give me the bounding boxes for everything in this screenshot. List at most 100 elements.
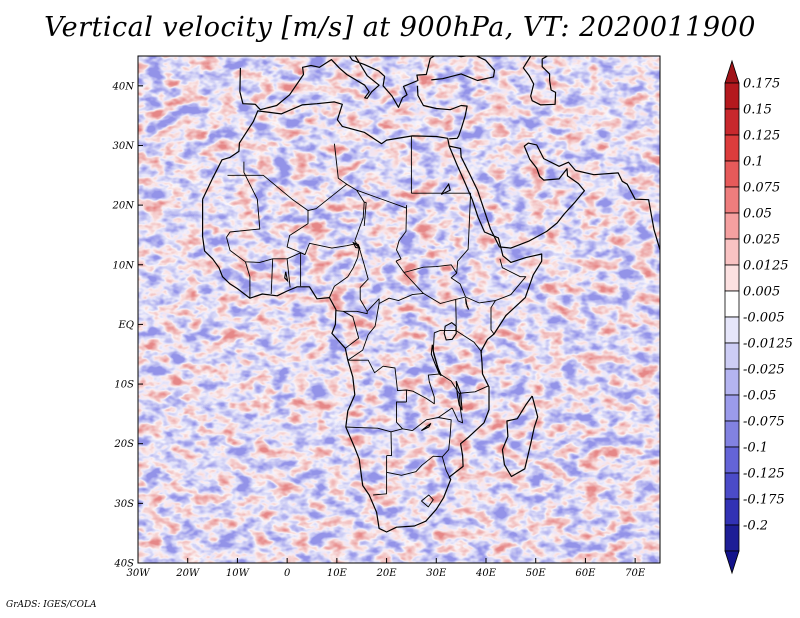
border-mozambique-sa: [441, 456, 452, 480]
border-sahel-south: [226, 237, 306, 263]
colorbar-label: 0.025: [743, 233, 780, 248]
colorbar-label: 0.0125: [743, 259, 789, 274]
lake-lake-kariba: [421, 422, 432, 432]
border-ghana-borders: [270, 258, 274, 295]
colorbar-swatch: [724, 238, 740, 266]
colorbar-swatch: [724, 472, 740, 500]
y-tick-label: 40N: [112, 81, 136, 92]
colorbar-label: -0.025: [743, 363, 785, 378]
x-tick-label: 50E: [526, 568, 547, 579]
y-tick-label: EQ: [118, 320, 135, 331]
colorbar-swatch: [724, 108, 740, 136]
x-tick-label: 10E: [327, 568, 348, 579]
border-botswana-east: [386, 431, 392, 457]
colorbar-swatch: [724, 264, 740, 292]
border-kenya-tanzania: [455, 330, 483, 353]
colorbar-label: -0.2: [743, 519, 768, 534]
colorbar-label: -0.125: [743, 467, 785, 482]
colorbar-swatch: [724, 394, 740, 422]
border-ethiopia-sudan: [450, 193, 472, 298]
lake-lake-malawi: [455, 380, 463, 411]
lake-lake-nasser: [440, 182, 451, 195]
coastline-arabia: [449, 142, 660, 251]
border-zambia-drc: [406, 373, 440, 405]
colorbar-label: 0.15: [743, 103, 772, 118]
border-mauritania-mali: [226, 161, 261, 238]
x-tick-label: 70E: [625, 568, 646, 579]
border-west-africa-coast-borders: [244, 261, 251, 299]
colorbar-swatch: [724, 134, 740, 162]
colorbar-label: -0.005: [743, 311, 785, 326]
plot-area: [138, 56, 660, 563]
colorbar-swatch: [724, 498, 740, 526]
border-car-sudan-drc: [366, 260, 424, 312]
colorbar-swatch: [724, 82, 740, 110]
colorbar-label: -0.175: [743, 493, 785, 508]
border-ghana-togo: [286, 258, 291, 288]
x-tick-label: 20E: [376, 568, 398, 579]
coastline-africa: [202, 101, 543, 533]
colorbar-swatch: [724, 368, 740, 396]
coastlines: [202, 56, 660, 533]
colorbar-swatch: [724, 524, 740, 552]
colorbar-swatch: [724, 342, 740, 370]
lake-lake-turkana: [465, 298, 470, 310]
colorbar: 0.175 0.15 0.125 0.1 0.075 0.05 0.025 0.0125 0.0…: [724, 59, 793, 575]
colorbar-label: -0.075: [743, 415, 785, 430]
velocity-field: [138, 56, 660, 563]
border-algeria-libya: [333, 143, 348, 185]
border-angola-zambia: [396, 401, 407, 430]
x-tick-label: 30E: [426, 568, 447, 579]
x-tick-label: 20W: [175, 568, 200, 579]
colorbar-swatch: [724, 420, 740, 448]
coastline-caspian: [522, 56, 557, 106]
x-tick-label: 10W: [226, 568, 250, 579]
coastline-madagascar: [501, 395, 539, 478]
lake-lake-tanganyika: [430, 344, 442, 377]
colorbar-label: 0.075: [743, 181, 780, 196]
border-gabon-congo: [343, 310, 360, 349]
lakes: [284, 182, 470, 432]
border-east-africa: [423, 293, 489, 395]
x-axis-ticks: 30W 20W 10W 0 10E 20E 30E 40E 50E 60E 70E: [126, 558, 646, 579]
border-lesotho: [421, 494, 434, 508]
y-tick-label: 20N: [112, 201, 136, 212]
x-tick-label: 30W: [126, 568, 150, 579]
colorbar-label: 0.005: [743, 285, 780, 300]
colorbar-label: 0.175: [743, 77, 780, 92]
border-zimbabwe-mozambique: [438, 417, 452, 458]
colorbar-label: 0.125: [743, 129, 780, 144]
lake-lake-volta: [284, 271, 289, 283]
border-angola-namibia: [345, 426, 413, 433]
colorbar-swatch: [724, 212, 740, 240]
y-tick-label: 30N: [113, 141, 136, 152]
y-tick-label: 20S: [113, 439, 134, 450]
border-chad-sudan: [395, 208, 407, 262]
x-tick-label: 0: [284, 568, 291, 579]
colorbar-swatch: [724, 446, 740, 474]
colorbar-label: -0.0125: [743, 337, 793, 352]
y-tick-label: 30S: [114, 499, 134, 510]
lake-lake-chad: [352, 241, 361, 249]
border-drc-angola: [347, 359, 407, 402]
colorbar-swatch: [724, 290, 740, 318]
colorbar-swatch: [724, 186, 740, 214]
border-south-sudan-sudan: [403, 264, 458, 274]
x-tick-label: 60E: [575, 568, 596, 579]
colorbar-swatch: [724, 160, 740, 188]
border-ethiopia-somalia: [495, 258, 527, 302]
colorbar-top-arrow: [724, 59, 740, 84]
colorbar-swatch: [724, 316, 740, 344]
x-tick-label: 40E: [475, 568, 497, 579]
colorbar-label: -0.05: [743, 389, 776, 404]
coastline-anatolia: [416, 85, 468, 140]
border-namibia-botswana-sa: [373, 455, 388, 496]
coastline-europe: [239, 56, 435, 111]
plot-frame: [137, 55, 661, 564]
lake-lake-victoria: [443, 321, 457, 341]
chart-title: Vertical velocity [m/s] at 900hPa, VT: 2…: [44, 12, 756, 43]
border-mozambique-malawi: [451, 393, 464, 424]
border-congo-drc: [347, 303, 380, 361]
political-borders: [226, 135, 527, 508]
